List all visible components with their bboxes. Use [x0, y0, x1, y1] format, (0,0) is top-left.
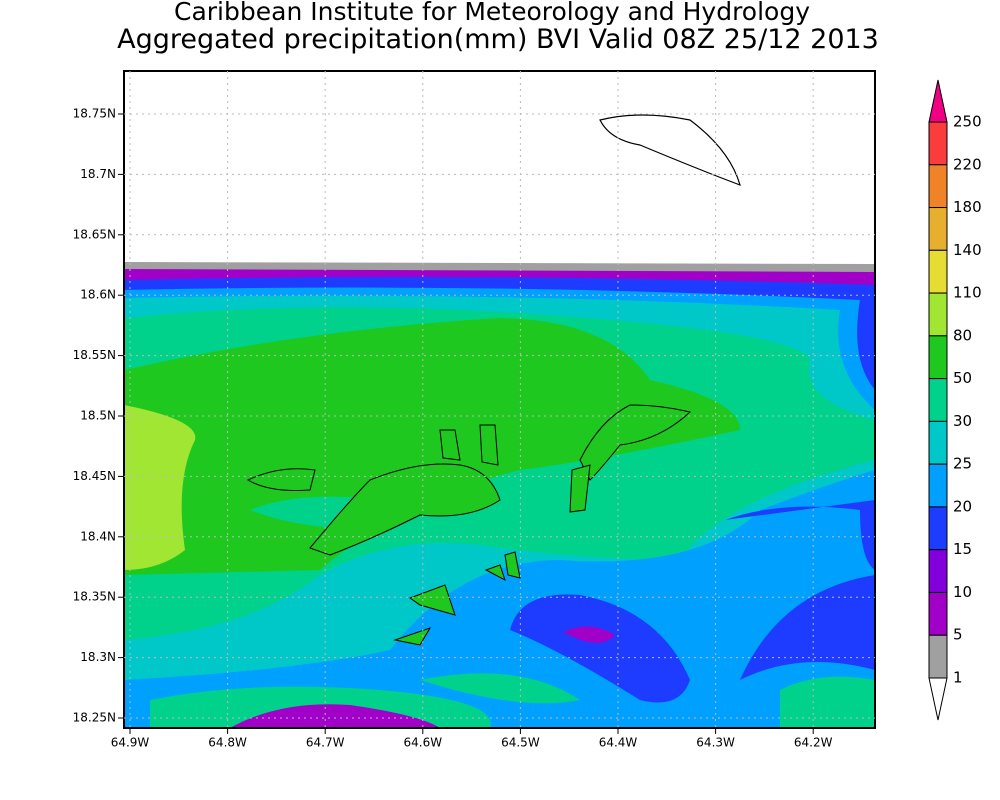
legend-label: 80 — [953, 326, 972, 344]
lat-label: 18.25N — [73, 711, 116, 725]
legend-swatch — [928, 634, 948, 679]
precip-field — [124, 71, 875, 728]
legend-label: 180 — [953, 198, 982, 216]
lon-label: 64.8W — [208, 736, 247, 750]
lat-label: 18.75N — [73, 107, 116, 121]
legend-arrow — [928, 677, 948, 721]
plot-frame — [123, 70, 876, 729]
legend-label: 220 — [953, 155, 982, 173]
legend-label: 1 — [953, 669, 963, 687]
legend-swatch — [928, 378, 948, 422]
lat-label: 18.35N — [73, 590, 116, 604]
legend-swatch — [928, 207, 948, 251]
legend-label: 250 — [953, 113, 982, 131]
lon-label: 64.9W — [111, 736, 150, 750]
legend-label: 20 — [953, 497, 972, 515]
legend-swatch — [928, 292, 948, 337]
lon-label: 64.7W — [306, 736, 345, 750]
lat-label: 18.6N — [80, 288, 116, 302]
legend-label: 10 — [953, 583, 972, 601]
islands — [246, 114, 741, 646]
lon-label: 64.2W — [794, 736, 833, 750]
legend-swatch — [928, 249, 948, 294]
legend-label: 140 — [953, 241, 982, 259]
legend-label: 50 — [953, 369, 972, 387]
lon-label: 64.5W — [501, 736, 540, 750]
legend-swatch — [928, 506, 948, 551]
lat-label: 18.4N — [80, 529, 116, 543]
legend-label: 30 — [953, 412, 972, 430]
legend-label: 25 — [953, 455, 972, 473]
title: Caribbean Institute for Meteorology and … — [174, 0, 810, 26]
legend-label: 5 — [953, 626, 963, 644]
legend-swatch — [928, 463, 948, 508]
lon-label: 64.3W — [696, 736, 735, 750]
lat-label: 18.5N — [80, 409, 116, 423]
legend-label: 15 — [953, 540, 972, 558]
lat-label: 18.7N — [80, 167, 116, 181]
lat-label: 18.55N — [73, 348, 116, 362]
legend-label: 110 — [953, 284, 982, 302]
legend-arrow — [928, 79, 948, 123]
island-outline — [599, 114, 741, 186]
legend-swatch — [928, 121, 948, 166]
legend-swatch — [928, 591, 948, 636]
lat-label: 18.65N — [73, 227, 116, 241]
lon-label: 64.6W — [404, 736, 443, 750]
lat-label: 18.45N — [73, 469, 116, 483]
legend-swatch — [928, 335, 948, 380]
lat-label: 18.3N — [80, 650, 116, 664]
subtitle: Aggregated precipitation(mm) BVI Valid 0… — [117, 24, 879, 55]
legend-swatch — [928, 164, 948, 209]
legend-swatch — [928, 420, 948, 465]
legend-swatch — [928, 549, 948, 593]
lon-label: 64.4W — [599, 736, 638, 750]
